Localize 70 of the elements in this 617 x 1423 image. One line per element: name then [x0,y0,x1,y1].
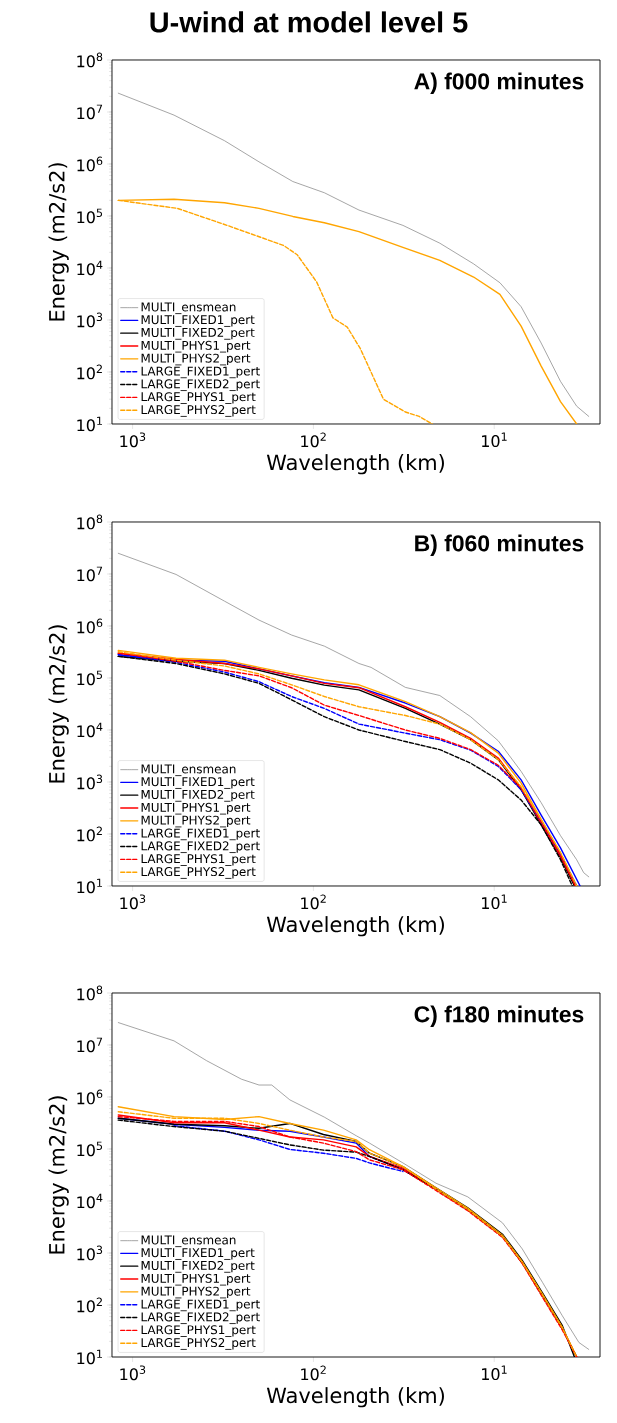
y-tick-label: 10$^{4}$ [77,722,103,738]
x-tick-label: 10$^{1}$ [482,1365,507,1381]
legend-label: MULTI_ensmean [141,302,236,315]
y-tick-label: 10$^{3}$ [77,774,103,790]
legend-label: MULTI_PHYS1_pert [141,340,251,353]
y-tick-label: 10$^{2}$ [77,826,102,842]
y-tick-label: 10$^{4}$ [77,1193,103,1209]
y-tick-label: 10$^{2}$ [77,1297,102,1313]
chart-title: U-wind at model level 5 [150,11,468,33]
y-tick-label: 10$^{3}$ [77,312,103,328]
y-tick-label: 10$^{8}$ [77,514,103,530]
y-tick-label: 10$^{7}$ [77,1037,103,1053]
x-tick-label: 10$^{3}$ [120,894,146,910]
legend-label: LARGE_FIXED2_pert [141,841,260,854]
legend-label: LARGE_PHYS1_pert [141,854,256,866]
y-axis-title: Energy (m2/s2) [48,625,69,783]
legend-label: LARGE_FIXED1_pert [141,366,260,379]
legend-label: LARGE_PHYS1_pert [141,392,256,404]
y-tick-label: 10$^{8}$ [77,985,103,1001]
y-tick-label: 10$^{1}$ [77,878,102,894]
x-axis-title: Wavelength (km) [266,454,444,475]
legend-label: MULTI_ensmean [141,1235,236,1248]
legend-label: MULTI_PHYS2_pert [141,353,251,366]
legend-label: LARGE_PHYS2_pert [141,1338,256,1350]
legend-label: MULTI_FIXED2_pert [141,327,255,340]
text: B) f060 minutes [415,534,584,556]
y-tick-label: 10$^{1}$ [77,1349,102,1365]
y-tick-label: 10$^{8}$ [77,52,103,68]
legend-label: LARGE_FIXED2_pert [141,379,260,392]
y-tick-label: 10$^{7}$ [77,566,103,582]
x-tick-label: 10$^{3}$ [120,432,146,448]
legend-label: MULTI_ensmean [141,764,236,777]
legend-label: MULTI_FIXED1_pert [141,777,255,789]
x-axis-title: Wavelength (km) [266,1387,444,1408]
legend-label: MULTI_FIXED2_pert [141,1260,255,1273]
legend-label: LARGE_PHYS2_pert [141,867,256,879]
x-tick-label: 10$^{2}$ [301,432,326,448]
y-tick-label: 10$^{7}$ [77,104,103,120]
y-tick-label: 10$^{5}$ [77,670,103,686]
y-axis-title: Energy (m2/s2) [48,163,69,321]
text: A) f000 minutes [414,72,584,94]
legend-label: LARGE_PHYS2_pert [141,405,256,417]
legend-label: LARGE_PHYS1_pert [141,1325,256,1337]
y-tick-label: 10$^{1}$ [77,416,102,432]
x-axis-title: Wavelength (km) [266,916,444,937]
y-tick-label: 10$^{3}$ [77,1245,103,1261]
legend-label: MULTI_FIXED1_pert [141,1248,255,1260]
y-tick-label: 10$^{4}$ [77,260,103,276]
legend-label: MULTI_PHYS2_pert [141,1286,251,1299]
legend-label: LARGE_FIXED1_pert [141,828,260,841]
legend-label: MULTI_FIXED2_pert [141,789,255,802]
legend-label: MULTI_FIXED1_pert [141,315,255,327]
x-tick-label: 10$^{1}$ [482,432,507,448]
y-tick-label: 10$^{6}$ [77,156,103,172]
y-tick-label: 10$^{6}$ [77,618,103,634]
legend-label: MULTI_PHYS1_pert [141,1273,251,1286]
text: C) f180 minutes [414,1005,584,1027]
y-tick-label: 10$^{6}$ [77,1089,103,1105]
legend-label: LARGE_FIXED2_pert [141,1312,260,1325]
y-axis-title: Energy (m2/s2) [48,1096,69,1254]
x-tick-label: 10$^{2}$ [301,1365,326,1381]
x-tick-label: 10$^{1}$ [482,894,507,910]
legend-label: LARGE_FIXED1_pert [141,1299,260,1312]
legend-label: MULTI_PHYS1_pert [141,802,251,815]
x-tick-label: 10$^{2}$ [301,894,326,910]
y-tick-label: 10$^{5}$ [77,208,103,224]
y-tick-label: 10$^{5}$ [77,1141,103,1157]
y-tick-label: 10$^{2}$ [77,364,102,380]
x-tick-label: 10$^{3}$ [120,1365,146,1381]
legend-label: MULTI_PHYS2_pert [141,815,251,828]
